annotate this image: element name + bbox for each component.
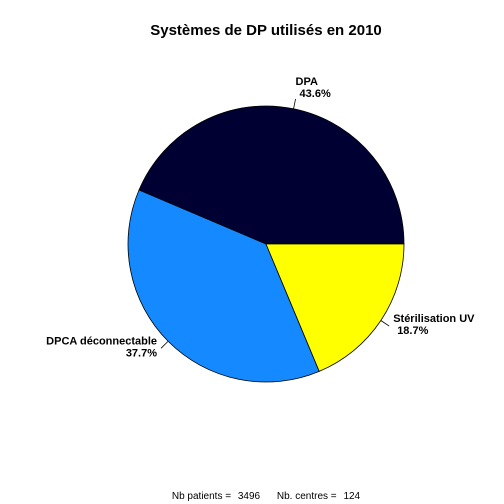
- leader-line-0: [293, 98, 296, 109]
- chart-title: Systèmes de DP utilisés en 2010: [150, 22, 382, 39]
- footnote: Nb patients = 3496 Nb. centres = 124: [172, 491, 361, 502]
- slice-label-2: Stérilisation UV: [393, 313, 475, 325]
- slice-percent-2: 18.7%: [397, 325, 428, 337]
- pie-slices: [127, 105, 405, 383]
- slice-percent-0: 43.6%: [300, 88, 331, 100]
- patients-label: Nb patients =: [172, 491, 231, 502]
- slice-label-1: DPCA déconnectable: [46, 335, 157, 347]
- leader-line-2: [380, 320, 390, 327]
- centres-value: 124: [343, 491, 360, 502]
- pie-slice-1: [127, 189, 320, 383]
- leader-line-1: [160, 340, 169, 349]
- pie-slice-0: [138, 105, 405, 245]
- patients-value: 3496: [238, 491, 261, 502]
- centres-label: Nb. centres =: [277, 491, 337, 502]
- slice-label-0: DPA: [296, 76, 318, 88]
- slice-percent-1: 37.7%: [126, 347, 157, 359]
- pie-slice-2: [265, 243, 405, 372]
